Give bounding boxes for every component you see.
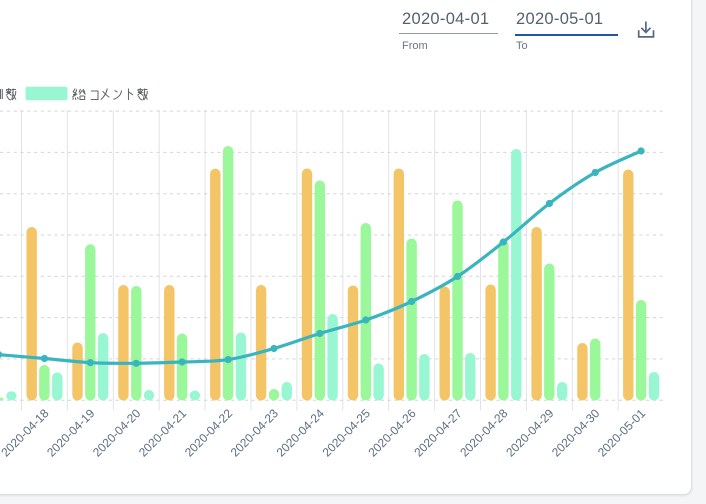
svg-text:2020-04-24: 2020-04-24	[274, 406, 328, 460]
svg-text:2020-04-23: 2020-04-23	[228, 406, 282, 460]
svg-text:2020-04-18: 2020-04-18	[0, 406, 52, 460]
svg-text:2020-04-30: 2020-04-30	[549, 406, 603, 460]
svg-text:2020-04-29: 2020-04-29	[503, 406, 557, 460]
svg-text:2020-04-19: 2020-04-19	[44, 406, 98, 460]
svg-text:2020-04-26: 2020-04-26	[365, 406, 419, 460]
svg-text:2020-05-01: 2020-05-01	[595, 406, 649, 460]
svg-text:2020-04-27: 2020-04-27	[411, 406, 465, 460]
svg-text:2020-04-22: 2020-04-22	[182, 406, 236, 460]
svg-text:2020-04-21: 2020-04-21	[136, 406, 190, 460]
svg-text:2020-04-20: 2020-04-20	[90, 406, 144, 460]
svg-text:2020-04-25: 2020-04-25	[320, 406, 374, 460]
svg-text:2020-04-28: 2020-04-28	[457, 406, 511, 460]
